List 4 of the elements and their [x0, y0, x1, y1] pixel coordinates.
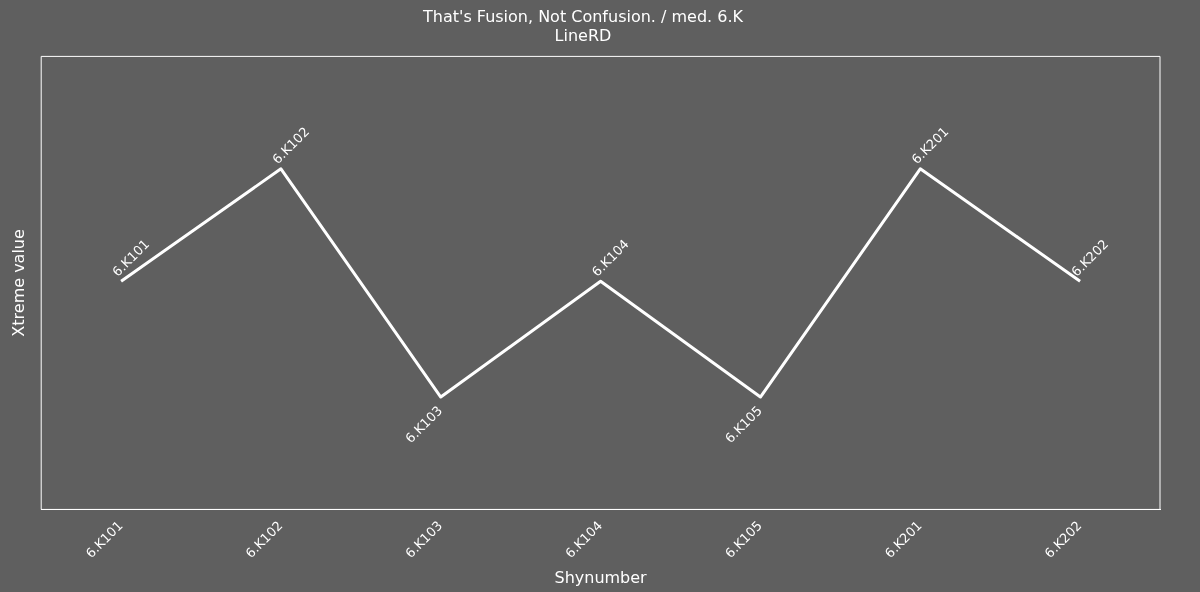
x-axis-title: Shynumber [554, 567, 648, 587]
chart-subtitle: LineRD [554, 25, 612, 45]
y-axis-title: Xtreme value [8, 229, 28, 337]
chart-title: That's Fusion, Not Confusion. / med. 6.K [421, 6, 744, 26]
